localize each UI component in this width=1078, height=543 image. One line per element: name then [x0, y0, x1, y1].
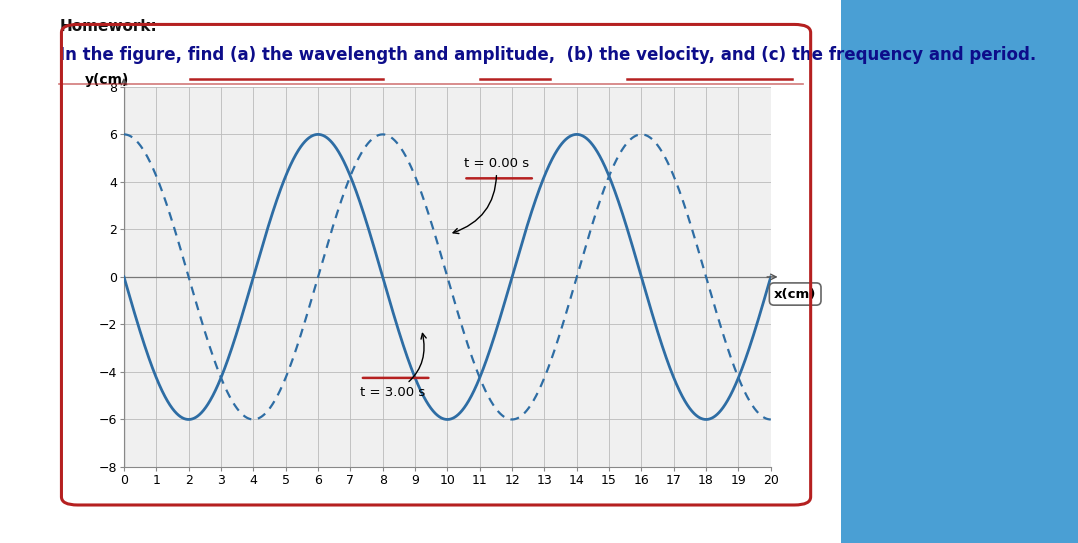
Text: y(cm): y(cm) [85, 73, 129, 87]
Text: Homework:: Homework: [59, 19, 157, 34]
Text: In the figure, find (a) the wavelength and amplitude,  (b) the velocity, and (c): In the figure, find (a) the wavelength a… [59, 46, 1037, 64]
Text: t = 0.00 s: t = 0.00 s [453, 157, 528, 233]
Text: t = 3.00 s: t = 3.00 s [360, 333, 426, 399]
Text: x(cm): x(cm) [774, 288, 816, 300]
